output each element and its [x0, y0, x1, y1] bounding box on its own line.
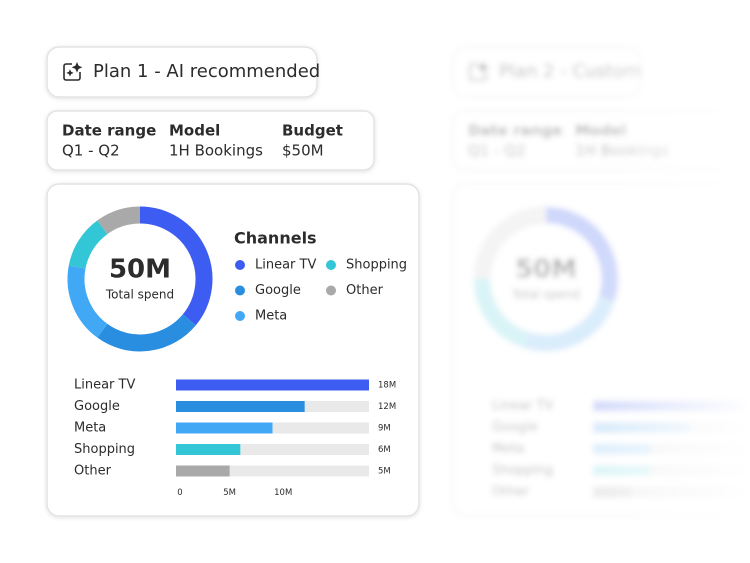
legend-label: Meta: [255, 309, 287, 324]
donut-segment: [67, 265, 108, 338]
bar: [176, 401, 305, 412]
field-value: Q1 - Q2: [62, 142, 120, 160]
bar: [176, 444, 241, 455]
donut-segment: [139, 206, 213, 326]
legend-label: Google: [255, 283, 301, 298]
donut-center-value: 50M: [109, 255, 171, 285]
legend-label: Shopping: [346, 258, 407, 273]
field-value: $50M: [282, 142, 324, 160]
bar-category-label: Shopping: [74, 442, 135, 457]
x-tick-label: 10M: [274, 488, 292, 498]
donut-center-caption: Total spend: [105, 288, 174, 302]
bar-category-label: Google: [74, 399, 120, 414]
bar-category-label: Meta: [492, 442, 524, 457]
legend-label: Other: [346, 283, 384, 298]
bar-category-label: Meta: [74, 421, 106, 436]
donut-segment: [473, 278, 530, 348]
bar-category-label: Linear TV: [492, 399, 553, 414]
bar-value-label: 18M: [378, 381, 396, 391]
donut-segment: [97, 314, 196, 352]
field-label: Model: [169, 122, 220, 140]
plan-title-pill[interactable]: [46, 46, 318, 98]
donut-segment: [473, 206, 547, 280]
bar: [176, 379, 369, 391]
field-value: Q1 - Q2: [468, 142, 526, 160]
plan-fields-box: [46, 110, 375, 171]
bar-category-label: Google: [492, 420, 538, 435]
ai-icon: [469, 60, 490, 81]
legend-swatch: [235, 285, 245, 296]
bar-value-label: 12M: [378, 402, 396, 412]
field-label: Date range: [468, 122, 562, 140]
legend-swatch: [235, 311, 245, 321]
legend-swatch: [235, 260, 245, 270]
ai-icon: [63, 61, 83, 81]
field-label: Date range: [62, 122, 156, 140]
donut-segment: [68, 220, 108, 269]
donut-center-caption: Total spend: [511, 288, 580, 302]
bar-value-label: 6M: [378, 445, 391, 455]
bar-track: [176, 465, 369, 477]
bar-category-label: Shopping: [492, 463, 553, 478]
legend-swatch: [326, 285, 336, 296]
bar-value-label: 9M: [378, 424, 391, 434]
plan-1: Plan 1 - AI recommended Date range Q1 - …: [46, 46, 420, 517]
bar: [176, 465, 230, 477]
bar-track: [176, 444, 369, 455]
bar-value-label: 5M: [378, 467, 391, 477]
x-tick-label: 0: [177, 488, 182, 498]
legend-title: Channels: [234, 229, 317, 248]
bar: [176, 422, 273, 434]
fade-overlay: [600, 40, 750, 530]
donut-segment: [97, 206, 141, 235]
bar-category-label: Other: [492, 485, 530, 500]
field-value: 1H Bookings: [169, 142, 263, 160]
donut-center-value: 50M: [515, 255, 577, 285]
bar-category-label: Linear TV: [74, 378, 135, 393]
legend-swatch: [326, 260, 336, 270]
field-label: Budget: [282, 122, 343, 140]
plan-title: Plan 1 - AI recommended: [93, 61, 320, 82]
bar-category-label: Other: [74, 464, 112, 479]
x-tick-label: 5M: [223, 488, 236, 498]
legend-label: Linear TV: [255, 258, 316, 273]
